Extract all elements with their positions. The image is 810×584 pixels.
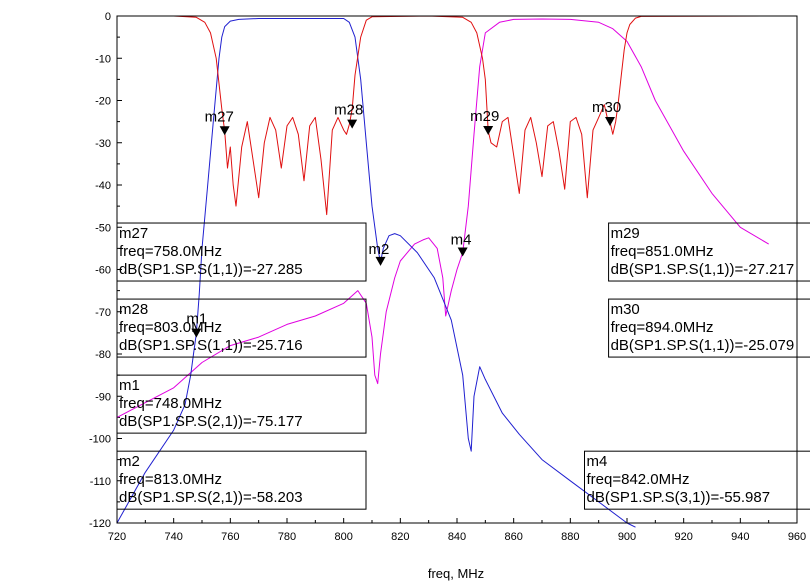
marker-m4: m4 xyxy=(451,232,472,257)
marker-box-id: m1 xyxy=(119,377,140,394)
marker-box-id: m27 xyxy=(119,225,148,242)
marker-box-freq: freq=851.0MHz xyxy=(611,243,714,260)
series-db-sp1-sp-s-2-1 xyxy=(116,18,636,528)
marker-box-m29: m29freq=851.0MHzdB(SP1.SP.S(1,1))=-27.21… xyxy=(608,222,810,282)
marker-box-freq: freq=748.0MHz xyxy=(119,395,222,412)
marker-box-m27: m27freq=758.0MHzdB(SP1.SP.S(1,1))=-27.28… xyxy=(116,222,367,282)
marker-m27: m27 xyxy=(205,108,234,136)
marker-label: m29 xyxy=(470,108,499,125)
y-tick-label: -100 xyxy=(89,434,111,446)
x-tick-label: 820 xyxy=(391,531,409,543)
marker-readout-boxes: m27freq=758.0MHzdB(SP1.SP.S(1,1))=-27.28… xyxy=(116,222,810,510)
marker-box-frame xyxy=(116,298,367,358)
marker-box-frame xyxy=(608,222,810,282)
x-tick-label: 920 xyxy=(674,531,692,543)
marker-box-freq: freq=894.0MHz xyxy=(611,319,714,336)
marker-box-value: dB(SP1.SP.S(1,1))=-25.716 xyxy=(119,337,303,354)
y-tick-label: -70 xyxy=(95,307,111,319)
x-tick-label: 800 xyxy=(334,531,352,543)
x-tick-label: 880 xyxy=(561,531,579,543)
y-tick-label: -30 xyxy=(95,138,111,150)
marker-box-id: m2 xyxy=(119,453,140,470)
marker-box-freq: freq=842.0MHz xyxy=(587,471,690,488)
marker-triangle xyxy=(605,116,615,126)
x-tick-label: 720 xyxy=(108,531,126,543)
x-tick-label: 900 xyxy=(618,531,636,543)
marker-m2: m2 xyxy=(369,241,390,266)
y-tick-label: -10 xyxy=(95,53,111,65)
marker-box-id: m28 xyxy=(119,301,148,318)
x-tick-label: 840 xyxy=(448,531,466,543)
y-tick-label: -120 xyxy=(89,518,111,530)
marker-triangle xyxy=(191,328,202,338)
marker-box-value: dB(SP1.SP.S(1,1))=-25.079 xyxy=(611,337,795,354)
marker-box-frame xyxy=(584,450,810,510)
marker-box-id: m29 xyxy=(611,225,640,242)
x-tick-label: 940 xyxy=(731,531,749,543)
marker-triangle xyxy=(219,126,230,136)
marker-box-frame xyxy=(116,222,367,282)
marker-box-m30: m30freq=894.0MHzdB(SP1.SP.S(1,1))=-25.07… xyxy=(608,298,810,358)
marker-box-value: dB(SP1.SP.S(2,1))=-75.177 xyxy=(119,413,303,430)
series-db-sp1-sp-s-3-1 xyxy=(116,18,769,418)
marker-label: m27 xyxy=(205,108,234,125)
marker-box-id: m30 xyxy=(611,301,640,318)
marker-triangle xyxy=(347,119,358,129)
y-tick-label: -90 xyxy=(95,391,111,403)
marker-m30: m30 xyxy=(592,99,621,126)
marker-box-value: dB(SP1.SP.S(2,1))=-58.203 xyxy=(119,489,303,506)
y-tick-label: -80 xyxy=(95,349,111,361)
y-tick-label: -110 xyxy=(90,476,111,488)
markers: m27 m28 m29 m30 m1 m2 m4 xyxy=(186,99,621,338)
marker-label: m28 xyxy=(334,102,363,119)
y-tick-label: -40 xyxy=(95,180,111,192)
marker-m28: m28 xyxy=(334,102,363,129)
marker-box-frame xyxy=(608,298,810,358)
marker-box-frame xyxy=(116,374,367,434)
marker-triangle xyxy=(483,125,494,135)
marker-m29: m29 xyxy=(470,108,499,135)
marker-box-value: dB(SP1.SP.S(1,1))=-27.217 xyxy=(611,261,795,278)
x-tick-label: 780 xyxy=(278,531,296,543)
marker-label: m1 xyxy=(186,311,207,328)
marker-box-value: dB(SP1.SP.S(3,1))=-55.987 xyxy=(587,489,771,506)
axis-ticks: 720 740 760 780 800 820 840 860 880 900 920 940 960 0… xyxy=(89,11,806,543)
marker-m1: m1 xyxy=(186,311,207,338)
marker-box-freq: freq=813.0MHz xyxy=(119,471,222,488)
marker-box-freq: freq=758.0MHz xyxy=(119,243,222,260)
y-tick-label: 0 xyxy=(105,11,111,23)
y-tick-label: -60 xyxy=(95,265,111,277)
x-axis-label: freq, MHz xyxy=(428,566,484,581)
y-tick-label: -20 xyxy=(95,96,111,108)
x-tick-label: 740 xyxy=(164,531,182,543)
marker-box-m28: m28freq=803.0MHzdB(SP1.SP.S(1,1))=-25.71… xyxy=(116,298,367,358)
y-tick-label: -50 xyxy=(95,222,111,234)
marker-label: m30 xyxy=(592,99,621,116)
marker-triangle xyxy=(375,256,386,266)
x-tick-label: 960 xyxy=(788,531,806,543)
marker-box-id: m4 xyxy=(587,453,608,470)
marker-triangle xyxy=(457,247,468,257)
marker-box-frame xyxy=(116,450,367,510)
x-tick-label: 760 xyxy=(221,531,239,543)
marker-label: m2 xyxy=(369,241,390,258)
marker-box-value: dB(SP1.SP.S(1,1))=-27.285 xyxy=(119,261,303,278)
marker-label: m4 xyxy=(451,232,472,249)
x-tick-label: 860 xyxy=(504,531,522,543)
